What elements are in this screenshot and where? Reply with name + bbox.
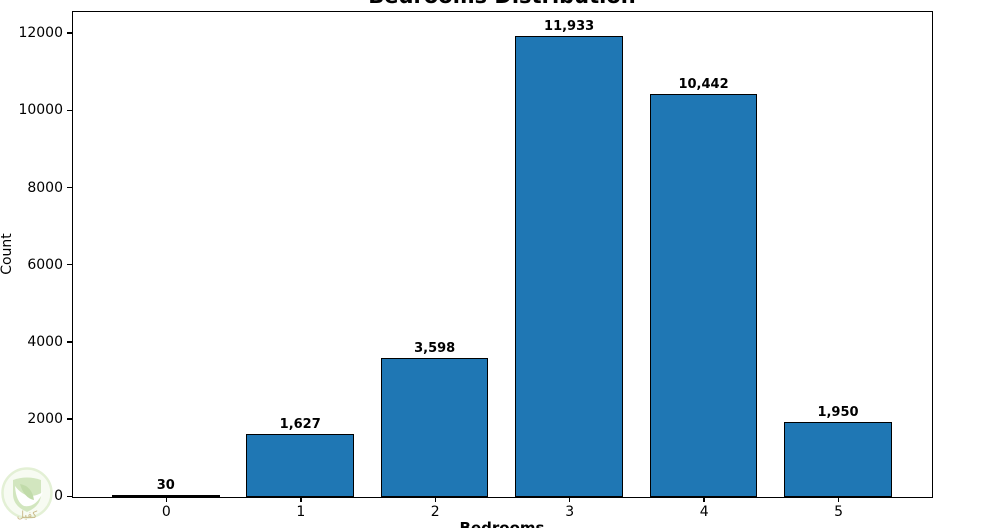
y-tick-label: 2000: [27, 411, 63, 428]
watermark-text: كفيل: [16, 510, 38, 521]
y-tick-label: 10000: [18, 102, 63, 119]
y-tick-mark: [67, 186, 72, 189]
x-tick-label: 2: [430, 504, 440, 520]
bar-value-label: 11,933: [544, 19, 595, 35]
bar-value-label: 1,950: [817, 404, 859, 420]
bar-value-label: 10,442: [678, 76, 729, 92]
plot-area: 30 1,627 3,598 11,933 10,442 1,950: [72, 11, 933, 498]
bar: [784, 421, 892, 497]
x-tick-label: 0: [161, 504, 171, 520]
x-tick-mark: [434, 498, 437, 502]
y-tick-label: 12000: [18, 25, 63, 42]
bar: [111, 495, 220, 497]
y-tick-mark: [67, 32, 72, 34]
kafeel-logo-watermark: [1, 467, 53, 519]
x-tick-label: 3: [565, 504, 575, 520]
y-tick-mark: [67, 341, 72, 343]
bars-container: 30 1,627 3,598 11,933 10,442 1,950: [73, 12, 932, 497]
x-axis-label: Bedrooms: [459, 519, 545, 528]
x-tick-mark: [300, 498, 302, 502]
bar-value-label: 1,627: [279, 417, 321, 433]
bar: [649, 93, 758, 497]
y-tick-label: 8000: [27, 179, 63, 196]
y-tick-mark: [67, 109, 72, 112]
chart-title: Bedrooms Distribution: [252, 0, 752, 7]
y-tick-mark: [67, 263, 72, 266]
y-axis-label: Count: [0, 233, 15, 275]
x-tick-mark: [568, 498, 571, 502]
y-tick-label: 4000: [27, 333, 63, 350]
x-tick-mark: [837, 498, 840, 502]
y-tick-mark: [67, 418, 72, 420]
x-tick-label: 5: [834, 504, 844, 520]
bar: [515, 36, 623, 497]
y-tick-label: 0: [54, 488, 63, 505]
bar: [380, 358, 489, 497]
x-tick-mark: [165, 498, 168, 502]
y-tick-mark: [67, 495, 72, 498]
y-tick-label: 6000: [27, 256, 63, 273]
bar-value-label: 30: [156, 478, 175, 493]
x-tick-label: 4: [699, 504, 709, 520]
bar: [246, 434, 354, 497]
x-tick-label: 1: [296, 504, 306, 520]
x-tick-mark: [703, 498, 705, 502]
bar-value-label: 3,598: [414, 341, 456, 357]
